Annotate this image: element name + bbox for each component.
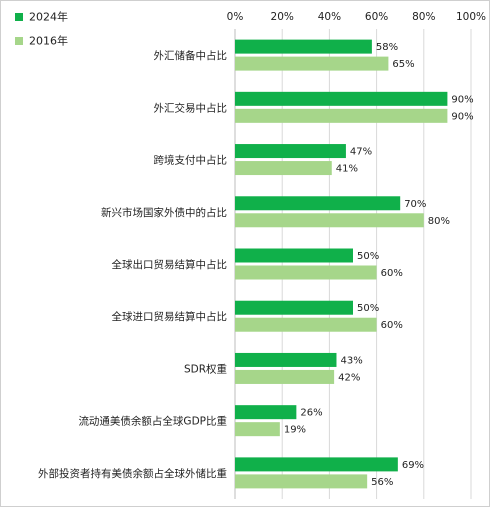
- data-label: 42%: [338, 372, 360, 383]
- legend-label: 2024年: [29, 10, 68, 24]
- bar: [235, 213, 424, 228]
- category-label: 跨境支付中占比: [154, 154, 228, 167]
- data-label: 69%: [402, 460, 424, 471]
- bar: [235, 422, 280, 437]
- data-label: 80%: [428, 216, 450, 227]
- bar: [235, 248, 353, 263]
- x-tick-label: 80%: [412, 11, 435, 23]
- data-label: 60%: [381, 320, 403, 331]
- x-tick-label: 0%: [227, 11, 244, 23]
- data-label: 90%: [451, 111, 473, 122]
- data-label: 47%: [350, 147, 372, 158]
- bar: [235, 457, 398, 472]
- bar: [235, 300, 353, 315]
- data-label: 50%: [357, 303, 379, 314]
- bar: [235, 405, 297, 420]
- category-label: 外汇交易中占比: [154, 101, 228, 114]
- category-label: 外汇储备中占比: [154, 49, 228, 62]
- category-label: 新兴市场国家外债中的占比: [101, 206, 227, 219]
- category-label: SDR权重: [184, 362, 227, 375]
- data-label: 58%: [376, 42, 398, 53]
- category-label: 流动通美债余额占全球GDP比重: [78, 415, 227, 428]
- bar: [235, 352, 337, 367]
- data-label: 65%: [392, 59, 414, 70]
- bar: [235, 474, 368, 489]
- bar: [235, 161, 332, 176]
- category-label: 全球进口贸易结算中占比: [112, 310, 228, 323]
- bar: [235, 265, 377, 280]
- bar: [235, 144, 346, 159]
- category-label: 外部投资者持有美债余额占全球外储比重: [38, 467, 227, 480]
- x-tick-label: 100%: [456, 11, 486, 23]
- bar: [235, 317, 377, 332]
- category-label: 全球出口贸易结算中占比: [112, 258, 228, 271]
- bar: [235, 369, 335, 384]
- bar: [235, 108, 448, 123]
- x-tick-label: 60%: [365, 11, 388, 23]
- data-label: 90%: [451, 94, 473, 105]
- x-tick-label: 40%: [318, 11, 341, 23]
- data-label: 26%: [300, 408, 322, 419]
- data-label: 50%: [357, 251, 379, 262]
- bar: [235, 56, 389, 71]
- legend-swatch: [15, 37, 23, 45]
- legend-swatch: [15, 13, 23, 21]
- data-label: 19%: [284, 425, 306, 436]
- legend-label: 2016年: [29, 34, 68, 48]
- x-tick-label: 20%: [271, 11, 294, 23]
- data-label: 60%: [381, 268, 403, 279]
- data-label: 41%: [336, 164, 358, 175]
- bar: [235, 39, 372, 54]
- bar: [235, 196, 401, 211]
- data-label: 70%: [404, 199, 426, 210]
- data-label: 56%: [371, 477, 393, 488]
- bar: [235, 91, 448, 106]
- data-label: 43%: [340, 355, 362, 366]
